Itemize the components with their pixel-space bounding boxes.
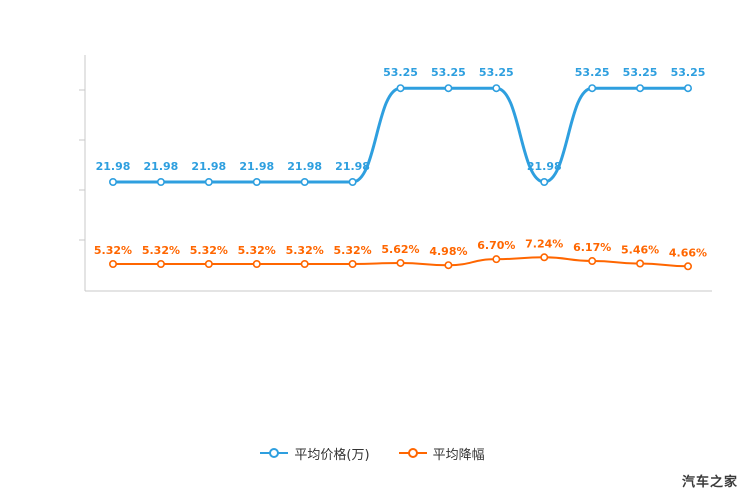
- legend-item-average-discount[interactable]: 平均降幅: [398, 444, 485, 463]
- svg-text:53.25: 53.25: [623, 66, 658, 79]
- line-marker-icon: [259, 444, 289, 463]
- svg-text:53.25: 53.25: [383, 66, 418, 79]
- svg-text:5.32%: 5.32%: [94, 244, 132, 257]
- svg-text:5.32%: 5.32%: [333, 244, 371, 257]
- svg-text:21.98: 21.98: [144, 160, 179, 173]
- watermark-logo: 汽车之家: [681, 475, 738, 490]
- svg-text:21.98: 21.98: [287, 160, 322, 173]
- line-marker-icon: [398, 444, 428, 463]
- svg-text:5.46%: 5.46%: [621, 244, 659, 257]
- svg-text:5.32%: 5.32%: [238, 244, 276, 257]
- svg-text:5.62%: 5.62%: [381, 243, 419, 256]
- line-chart-area: 21.98 21.98 21.98 21.98 21.98 21.98 53.25 53.25…: [79, 55, 712, 292]
- svg-text:21.98: 21.98: [239, 160, 274, 173]
- chart-legend: 平均价格(万) 平均降幅: [0, 444, 744, 463]
- svg-text:5.32%: 5.32%: [142, 244, 180, 257]
- legend-item-average-price[interactable]: 平均价格(万): [259, 444, 370, 463]
- svg-text:5.32%: 5.32%: [190, 244, 228, 257]
- svg-text:21.98: 21.98: [191, 160, 226, 173]
- svg-text:5.32%: 5.32%: [286, 244, 324, 257]
- svg-text:53.25: 53.25: [575, 66, 610, 79]
- svg-text:6.17%: 6.17%: [573, 241, 611, 254]
- svg-text:6.70%: 6.70%: [477, 239, 515, 252]
- chart-canvas: 21.98 21.98 21.98 21.98 21.98 21.98 53.25 53.25…: [79, 55, 712, 292]
- svg-text:53.25: 53.25: [431, 66, 466, 79]
- svg-text:7.24%: 7.24%: [525, 237, 563, 250]
- svg-text:21.98: 21.98: [527, 160, 562, 173]
- legend-label-average-price: 平均价格(万): [294, 448, 370, 463]
- svg-text:53.25: 53.25: [671, 66, 706, 79]
- svg-text:21.98: 21.98: [96, 160, 131, 173]
- svg-text:4.66%: 4.66%: [669, 246, 707, 259]
- svg-text:4.98%: 4.98%: [429, 245, 467, 258]
- legend-label-average-discount: 平均降幅: [432, 448, 485, 463]
- svg-text:53.25: 53.25: [479, 66, 514, 79]
- svg-text:21.98: 21.98: [335, 160, 370, 173]
